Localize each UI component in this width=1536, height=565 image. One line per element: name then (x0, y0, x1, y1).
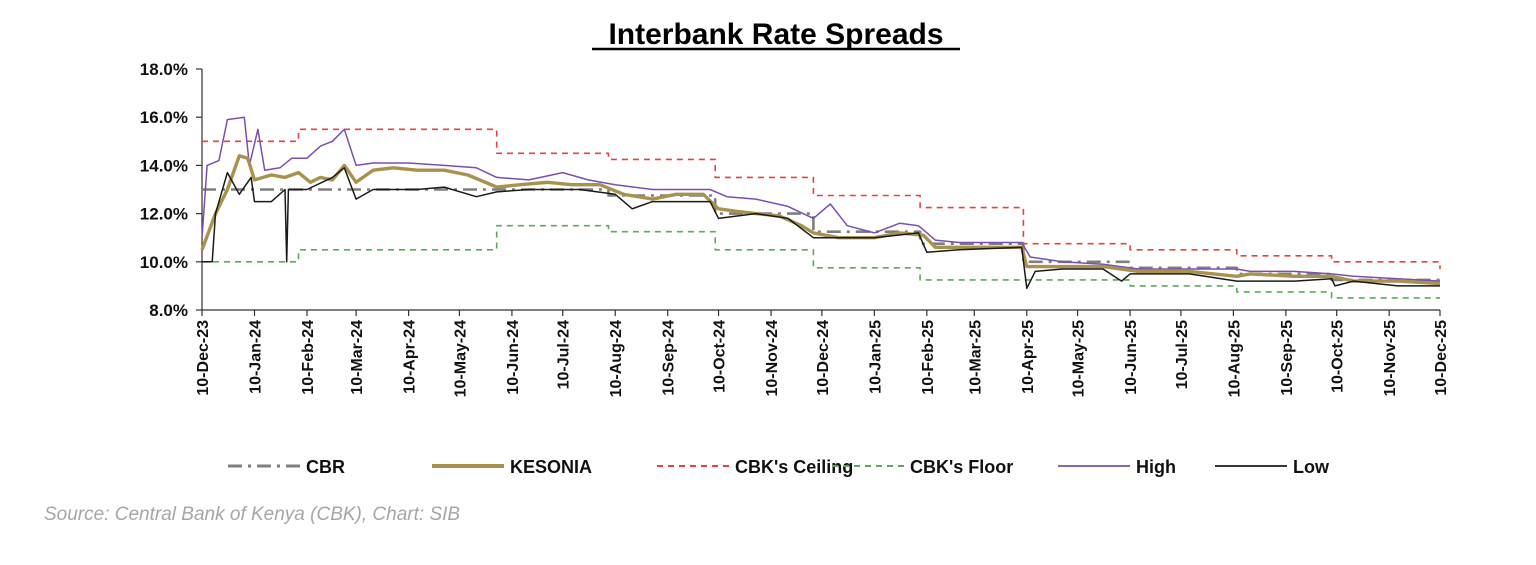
x-tick-label: 10-Nov-24 (764, 320, 781, 397)
source-note: Source: Central Bank of Kenya (CBK), Cha… (44, 504, 461, 525)
y-tick-label: 16.0% (140, 108, 188, 127)
legend-label: Low (1293, 457, 1330, 477)
series-line-kesonia (200, 154, 1441, 286)
legend-label: CBK's Ceiling (735, 457, 853, 477)
y-axis: 8.0% 10.0% 12.0% 14.0% 16.0% 18.0% (140, 60, 203, 320)
y-tick-label: 12.0% (140, 205, 188, 224)
y-tick-label: 10.0% (140, 253, 188, 272)
x-tick-label: 10-Feb-24 (300, 320, 317, 395)
x-tick-label: 10-Jan-25 (867, 320, 884, 394)
x-tick-label: 10-Dec-23 (195, 320, 212, 396)
series-line-high (201, 116, 1441, 282)
x-tick-label: 10-Mar-24 (349, 320, 366, 395)
plot-area (200, 116, 1441, 299)
chart-title: Interbank Rate Spreads (608, 18, 943, 51)
x-tick-label: 10-Oct-24 (712, 320, 729, 393)
x-tick-label: 10-Jul-24 (556, 320, 573, 389)
legend-label: CBR (306, 457, 345, 477)
legend-label: KESONIA (510, 457, 592, 477)
y-tick-label: 18.0% (140, 60, 188, 79)
x-tick-label: 10-Apr-25 (1020, 320, 1037, 394)
y-tick-label: 14.0% (140, 156, 188, 175)
x-tick-label: 10-May-25 (1071, 320, 1088, 397)
x-tick-label: 10-Oct-25 (1330, 320, 1347, 393)
legend-label: High (1136, 457, 1176, 477)
x-tick-label: 10-Jul-25 (1174, 320, 1191, 389)
x-axis: 10-Dec-23 10-Jan-24 10-Feb-24 10-Mar-24 10-A… (195, 309, 1450, 397)
x-tick-label: 10-Jun-25 (1123, 320, 1140, 395)
interbank-rate-chart: Interbank Rate Spreads 8.0% 10.0% 12.0% 14.… (140, 18, 1450, 477)
x-tick-label: 10-Nov-25 (1382, 320, 1399, 397)
x-tick-label: 10-Apr-24 (402, 320, 419, 394)
x-tick-label: 10-Sep-24 (661, 320, 678, 396)
series-line-low (202, 167, 1440, 290)
x-tick-label: 10-Dec-24 (815, 320, 832, 396)
x-tick-label: 10-May-24 (452, 320, 469, 397)
y-tick-label: 8.0% (149, 301, 188, 320)
legend: CBR KESONIA CBK's Ceiling CBK's Floor High Lo… (228, 457, 1330, 477)
x-tick-label: 10-Jun-24 (505, 320, 522, 395)
legend-label: CBK's Floor (910, 457, 1013, 477)
x-tick-label: 10-Sep-25 (1279, 320, 1296, 396)
x-tick-label: 10-Feb-25 (920, 320, 937, 395)
x-tick-label: 10-Aug-25 (1226, 320, 1243, 397)
x-tick-label: 10-Dec-25 (1433, 320, 1450, 396)
x-tick-label: 10-Mar-25 (967, 320, 984, 395)
series-line-cbk-s-ceiling (202, 128, 1441, 269)
x-tick-label: 10-Jan-24 (248, 320, 265, 394)
series-line-cbk-s-floor (202, 224, 1440, 299)
x-tick-label: 10-Aug-24 (608, 320, 625, 397)
